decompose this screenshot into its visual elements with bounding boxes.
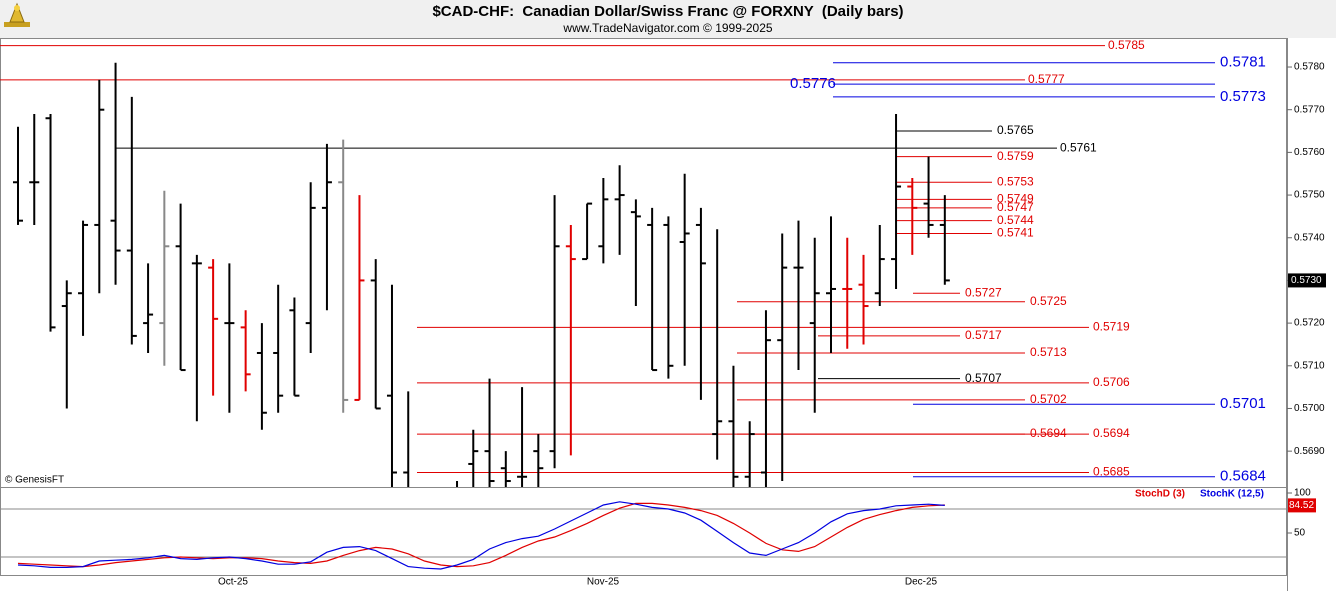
level-label: 0.5781 [1220, 54, 1266, 71]
y-tick-label: 0.5780 [1294, 62, 1325, 73]
y-tick-label: 0.5740 [1294, 232, 1325, 243]
y-tick-label: 0.5770 [1294, 104, 1325, 115]
level-label: 0.5713 [1030, 345, 1067, 359]
level-label: 0.5702 [1030, 392, 1067, 406]
y-tick-label: 0.5750 [1294, 190, 1325, 201]
level-label: 0.5706 [1093, 375, 1130, 389]
level-label: 0.5776 [790, 75, 836, 92]
x-tick-label: Dec-25 [905, 577, 938, 588]
stoch-pane [0, 501, 1287, 570]
last-stoch-label: 84.52 [1289, 500, 1314, 511]
last-price-label: 0.5730 [1291, 275, 1322, 286]
y-tick-label: 0.5690 [1294, 446, 1325, 457]
level-label: 0.5685 [1093, 465, 1130, 479]
price-pane [0, 45, 1215, 487]
subtitle: www.TradeNavigator.com © 1999-2025 [562, 21, 772, 35]
level-label: 0.5765 [997, 123, 1034, 137]
level-label: 0.5785 [1108, 38, 1145, 52]
level-label: 0.5761 [1060, 140, 1097, 154]
level-label: 0.5707 [965, 371, 1002, 385]
axes: 0.5785 0.5781 0.5777 0.5776 0.5773 0.5765 0.57… [218, 38, 1326, 588]
level-label: 0.5725 [1030, 294, 1067, 308]
level-label: 0.5753 [997, 174, 1034, 188]
header-bg [0, 0, 1336, 38]
level-label: 0.5747 [997, 200, 1034, 214]
level-label: 0.5773 [1220, 88, 1266, 105]
legend-entry: StochK (12,5) [1200, 489, 1264, 500]
level-label: 0.5741 [997, 226, 1034, 240]
last-stoch-box [1288, 498, 1316, 513]
legend-entry: StochD (3) [1135, 489, 1185, 500]
y-tick-label: 0.5700 [1294, 403, 1325, 414]
level-label: 0.5749 [997, 192, 1034, 206]
level-label: 0.5777 [1028, 72, 1065, 86]
last-price-box [1288, 273, 1326, 288]
credit: © GenesisFT [5, 475, 64, 486]
level-label: 0.5719 [1093, 320, 1130, 334]
level-label: 0.5759 [997, 149, 1034, 163]
x-tick-label: Nov-25 [587, 577, 620, 588]
level-label: 0.5717 [965, 328, 1002, 342]
y-tick-label: 50 [1294, 528, 1306, 539]
logo [4, 2, 30, 27]
y-tick-label: 0.5760 [1294, 147, 1325, 158]
title: $CAD-CHF: Canadian Dollar/Swiss Franc @ … [432, 3, 903, 20]
plot-frame [0, 38, 1287, 576]
level-label: 0.5727 [965, 285, 1002, 299]
stoch-line [17, 501, 945, 570]
y-tick-label: 0.5720 [1294, 318, 1325, 329]
y-tick-label: 100 [1294, 488, 1311, 499]
level-label: 0.5701 [1220, 395, 1266, 412]
level-label: 0.5694 [1093, 426, 1130, 440]
level-label: 0.5684 [1220, 468, 1266, 485]
x-tick-label: Oct-25 [218, 577, 248, 588]
level-label: 0.5744 [997, 213, 1034, 227]
level-label: 0.5694 [1030, 426, 1067, 440]
y-tick-label: 0.5710 [1294, 360, 1325, 371]
